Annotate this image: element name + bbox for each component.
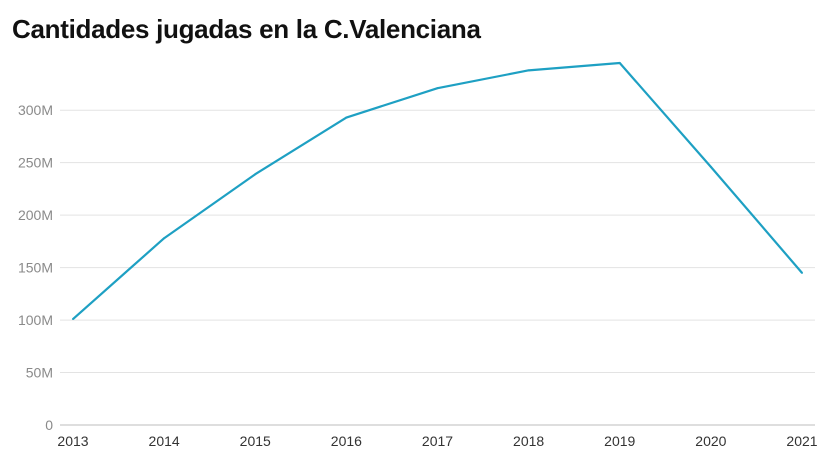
x-tick-label: 2020 bbox=[695, 433, 726, 449]
x-tick-label: 2021 bbox=[786, 433, 817, 449]
x-tick-label: 2018 bbox=[513, 433, 544, 449]
x-tick-label: 2013 bbox=[57, 433, 88, 449]
series-layer bbox=[72, 61, 803, 321]
y-tick-label: 100M bbox=[18, 312, 53, 328]
data-point bbox=[801, 271, 803, 274]
data-point bbox=[709, 165, 712, 168]
y-tick-label: 200M bbox=[18, 207, 53, 223]
series-line bbox=[72, 61, 803, 320]
y-tick-label: 300M bbox=[18, 102, 53, 118]
y-tick-label: 0 bbox=[45, 417, 53, 433]
data-point bbox=[72, 318, 74, 321]
chart-title: Cantidades jugadas en la C.Valenciana bbox=[12, 14, 481, 44]
data-point bbox=[345, 116, 348, 119]
y-tick-label: 250M bbox=[18, 155, 53, 171]
x-tick-label: 2017 bbox=[422, 433, 453, 449]
x-tick-label: 2016 bbox=[331, 433, 362, 449]
data-point bbox=[163, 237, 166, 240]
gridlines bbox=[60, 109, 815, 426]
data-point bbox=[618, 62, 621, 64]
data-point bbox=[254, 173, 257, 176]
y-axis-ticks: 0 50M 100M 150M 200M 250M 300M bbox=[18, 102, 53, 433]
y-tick-label: 150M bbox=[18, 260, 53, 276]
data-point bbox=[527, 69, 530, 72]
x-tick-label: 2015 bbox=[240, 433, 271, 449]
x-tick-label: 2014 bbox=[149, 433, 180, 449]
y-tick-label: 50M bbox=[26, 365, 53, 381]
data-point bbox=[436, 87, 439, 90]
x-axis-ticks: 2013 2014 2015 2016 2017 2018 2019 2020 2021 bbox=[57, 433, 817, 449]
x-tick-label: 2019 bbox=[604, 433, 635, 449]
